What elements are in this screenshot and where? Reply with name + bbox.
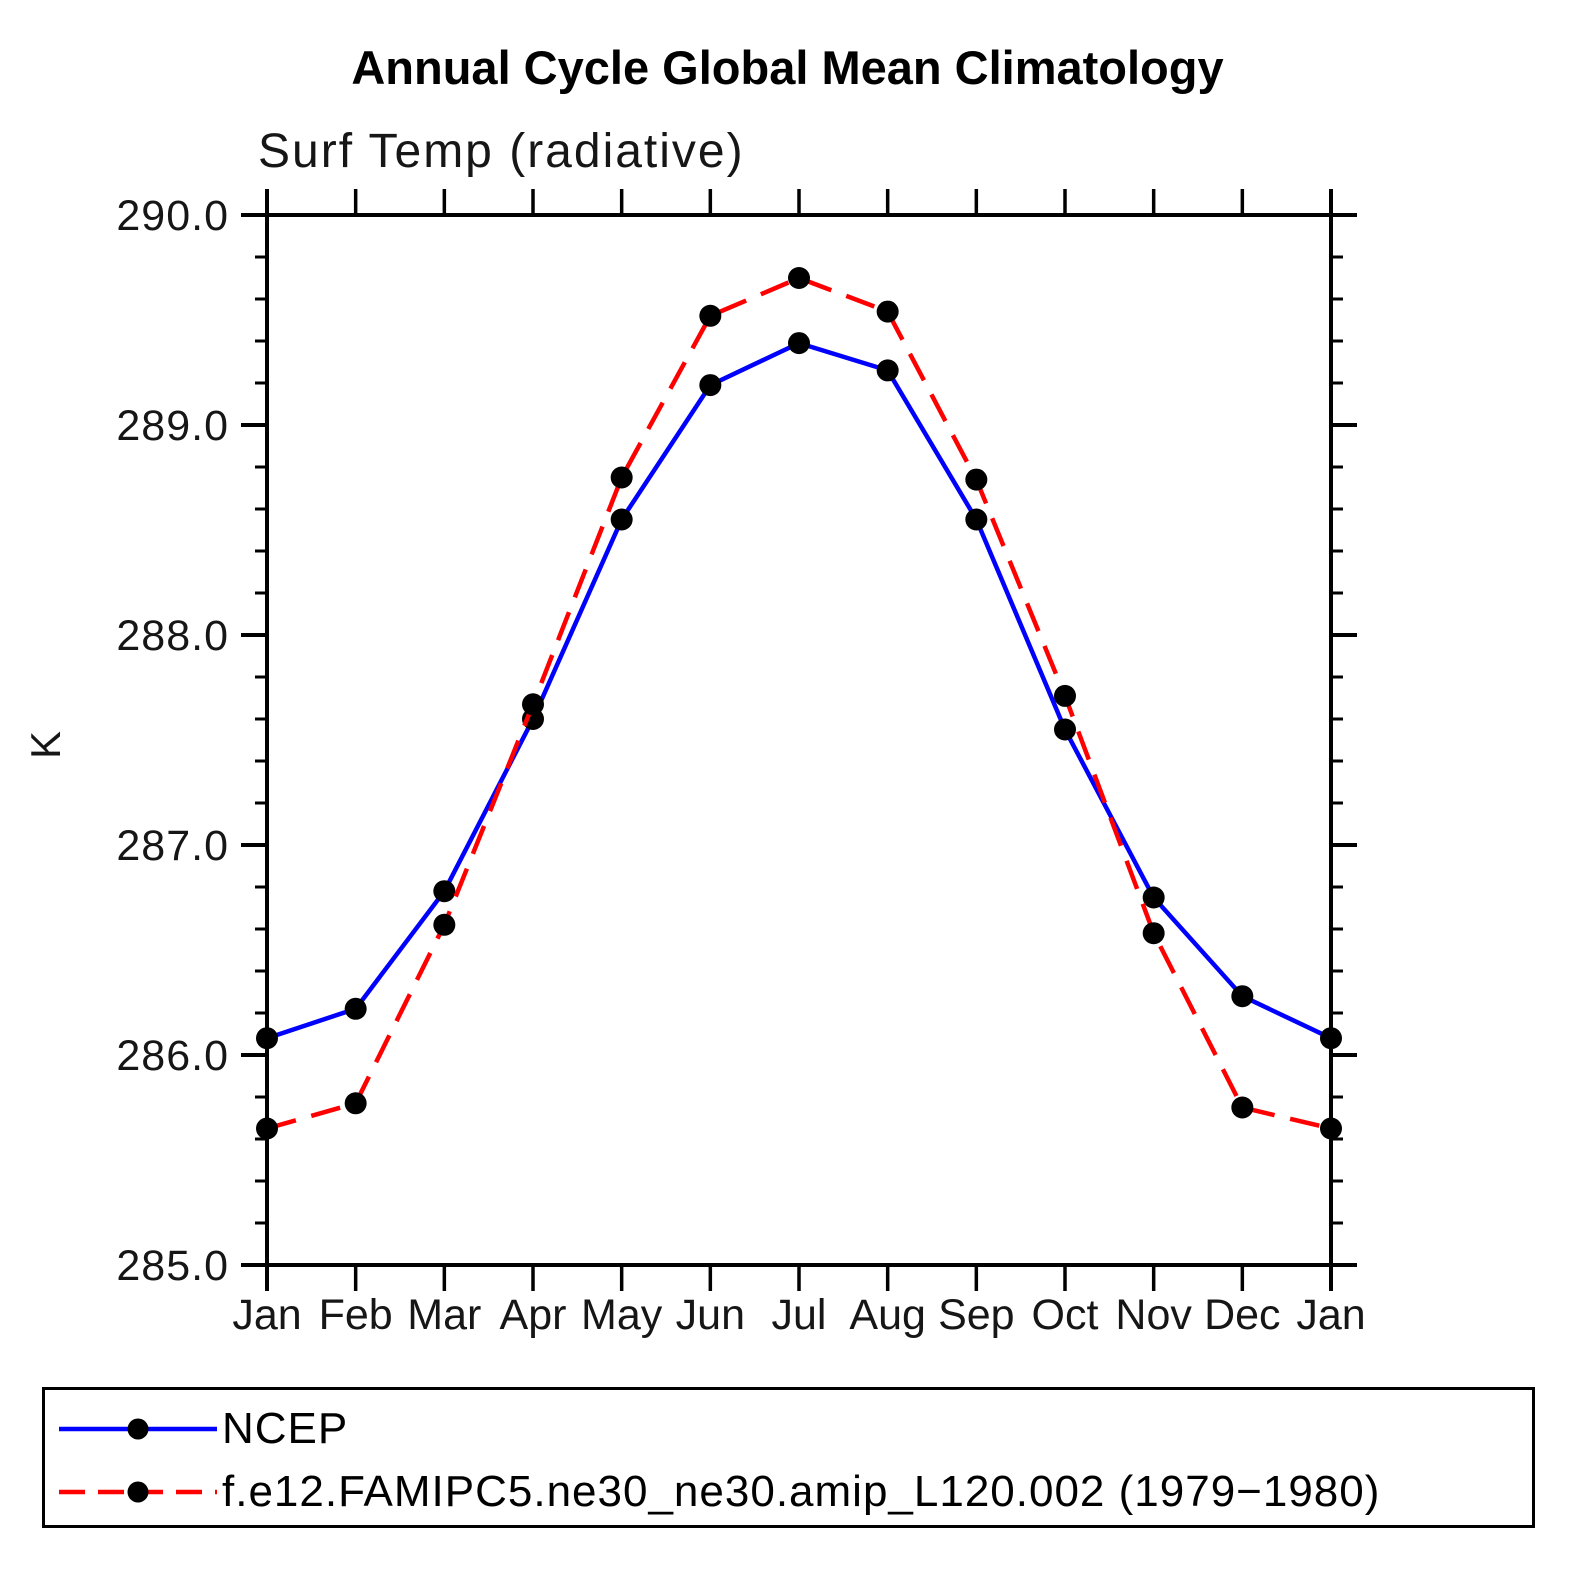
y-tick-label: 286.0 bbox=[116, 1032, 229, 1080]
data-point-marker bbox=[610, 508, 633, 531]
data-point-marker bbox=[433, 913, 456, 936]
data-point-marker bbox=[1320, 1117, 1342, 1140]
y-tick-label: 289.0 bbox=[116, 402, 229, 450]
x-tick-label: Jun bbox=[676, 1291, 745, 1339]
y-tick-label: 287.0 bbox=[116, 822, 229, 870]
series-model bbox=[256, 267, 1342, 1140]
legend-label-ncep: NCEP bbox=[222, 1403, 349, 1453]
legend-box: NCEP f.e12.FAMIPC5.ne30_ne30.amip_L120.0… bbox=[42, 1387, 1535, 1528]
data-point-marker bbox=[788, 267, 810, 289]
data-point-marker bbox=[699, 374, 722, 397]
data-point-marker bbox=[433, 880, 456, 903]
series-line bbox=[266, 340, 1332, 1041]
data-point-marker bbox=[876, 300, 899, 323]
data-point-marker bbox=[256, 1027, 278, 1050]
data-point-marker bbox=[699, 304, 722, 327]
x-tick-label: Dec bbox=[1204, 1291, 1280, 1339]
legend-line-swatch-ncep bbox=[59, 1418, 217, 1439]
x-tick-label: Jan bbox=[232, 1291, 301, 1339]
x-axis-ticks: Jan Feb Mar Apr May Jun Jul Aug Sep Oct Nov Dec Jan bbox=[232, 189, 1366, 1339]
series-line bbox=[266, 275, 1332, 1131]
data-point-marker bbox=[256, 1117, 278, 1140]
legend-marker bbox=[127, 1418, 149, 1439]
y-tick-label: 288.0 bbox=[116, 612, 229, 660]
data-point-marker bbox=[344, 997, 367, 1020]
x-tick-label: Aug bbox=[849, 1291, 926, 1339]
x-tick-label: Jul bbox=[772, 1291, 827, 1339]
y-tick-label: 285.0 bbox=[116, 1242, 229, 1290]
legend-item-model: f.e12.FAMIPC5.ne30_ne30.amip_L120.002 (1… bbox=[45, 1460, 1532, 1523]
data-point-marker bbox=[1142, 886, 1165, 909]
x-tick-label: Apr bbox=[500, 1291, 567, 1339]
x-tick-label: Nov bbox=[1115, 1291, 1192, 1339]
x-tick-label: Jan bbox=[1296, 1291, 1365, 1339]
x-tick-label: Sep bbox=[938, 1291, 1015, 1339]
data-point-marker bbox=[1231, 1096, 1254, 1119]
x-tick-label: May bbox=[581, 1291, 663, 1339]
data-point-marker bbox=[522, 693, 544, 716]
x-tick-label: Oct bbox=[1032, 1291, 1099, 1339]
legend-marker bbox=[127, 1481, 149, 1502]
y-axis-ticks: 285.0 286.0 287.0 288.0 289.0 290.0 bbox=[116, 192, 1357, 1290]
data-point-marker bbox=[344, 1092, 367, 1115]
legend-item-ncep: NCEP bbox=[45, 1397, 1532, 1460]
y-tick-label: 290.0 bbox=[116, 192, 229, 240]
x-tick-label: Feb bbox=[319, 1291, 393, 1339]
data-point-marker bbox=[788, 332, 810, 355]
data-point-marker bbox=[876, 359, 899, 382]
data-point-marker bbox=[1320, 1027, 1342, 1050]
series-ncep bbox=[256, 332, 1342, 1050]
chart-subtitle: Surf Temp (radiative) bbox=[258, 125, 745, 178]
data-point-marker bbox=[965, 508, 988, 531]
plot-area: 285.0 286.0 287.0 288.0 289.0 290.0 Jan Feb Mar A… bbox=[116, 189, 1366, 1339]
data-point-marker bbox=[1054, 718, 1076, 741]
data-point-marker bbox=[1142, 922, 1165, 945]
data-point-marker bbox=[1054, 684, 1076, 707]
legend-line-swatch-model bbox=[59, 1481, 217, 1502]
data-point-marker bbox=[610, 466, 633, 489]
data-point-marker bbox=[1231, 985, 1254, 1008]
axis-box bbox=[241, 189, 1357, 1291]
data-point-marker bbox=[965, 468, 988, 491]
legend-label-model: f.e12.FAMIPC5.ne30_ne30.amip_L120.002 (1… bbox=[222, 1466, 1381, 1516]
x-tick-label: Mar bbox=[407, 1291, 481, 1339]
chart-title: Annual Cycle Global Mean Climatology bbox=[351, 41, 1224, 94]
